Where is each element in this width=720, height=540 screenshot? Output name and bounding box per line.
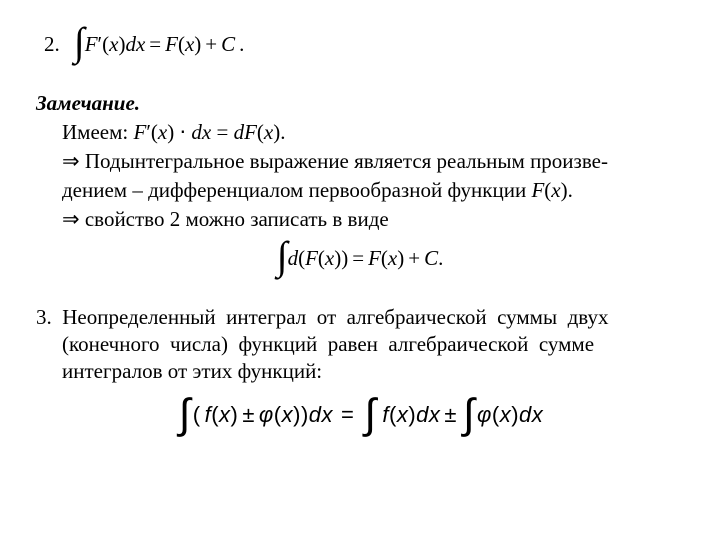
ec-open2: ( [318, 245, 325, 272]
integral-sign-3b: ∫ [364, 399, 376, 428]
remark-line-3: дением – дифференциалом первообразной фу… [36, 177, 684, 204]
eq2-C: C [221, 31, 235, 58]
e3-ox2: ( [274, 401, 282, 429]
e3-phi2: φ [477, 401, 492, 429]
remark-l1-open2: ( [257, 120, 264, 144]
eq2-rF: F [165, 31, 178, 58]
remark-line-4: ⇒ свойство 2 можно записать в виде [36, 206, 684, 233]
ec-x2: x [388, 245, 397, 272]
e3-pm2: ± [444, 401, 457, 429]
integral-sign-3a: ∫ [179, 399, 191, 428]
eq2-dx: dx [125, 31, 145, 58]
e3-eq: = [341, 401, 354, 429]
remark-l1-dx: dx [191, 120, 211, 144]
equation-2-body: ∫ F ′ ( x ) dx = F ( x ) + C . [74, 28, 245, 60]
remark-l3-F: F [531, 178, 544, 202]
item-number-2: 2. [44, 31, 60, 58]
ec-F1: F [305, 245, 318, 272]
remark-title: Замечание. [36, 90, 684, 117]
e3-cx1: ) [231, 401, 239, 429]
remark-l1-prefix: Имеем: [62, 120, 133, 144]
remark-l1-F: F [133, 120, 146, 144]
e3-f: f [205, 401, 212, 429]
remark-l1-x: x [158, 120, 167, 144]
e3-x1: x [219, 401, 231, 429]
e3-cx4: ) [511, 401, 519, 429]
remark-l1-dot: ⋅ [174, 120, 191, 144]
eq2-close: ) [118, 31, 125, 58]
e3-ox4: ( [492, 401, 500, 429]
e3-cx3: ) [408, 401, 416, 429]
eq2-eq: = [149, 31, 161, 58]
equation-3: ∫ ( f ( x ) ± φ ( x ) ) dx = ∫ f ( x ) d… [36, 401, 684, 437]
e3-close: ) [301, 401, 309, 429]
item3-line3: интегралов от этих функций: [36, 358, 684, 385]
remark-l1-x2: x [264, 120, 273, 144]
e3-ox3: ( [389, 401, 397, 429]
remark-l3-prefix: дением – дифференциалом первообразной фу… [62, 178, 531, 202]
eq2-plus: + [205, 31, 217, 58]
e3-x2: x [282, 401, 294, 429]
item3-line1: 3. Неопределенный интеграл от алгебраиче… [36, 304, 684, 331]
integral-sign: ∫ [74, 26, 85, 58]
integral-sign-3c: ∫ [463, 399, 475, 428]
ec-d: d [288, 245, 299, 272]
remark-l1-dF: dF [234, 120, 257, 144]
equation-center-body: ∫ d ( F ( x ) ) = F ( x ) + C . [277, 242, 444, 274]
remark-l1-open: ( [151, 120, 158, 144]
page-root: 2. ∫ F ′ ( x ) dx = F ( x ) + C . Замеча… [0, 0, 720, 437]
ec-F2: F [368, 245, 381, 272]
e3-dx1: dx [309, 401, 333, 429]
ec-plus: + [408, 245, 420, 272]
e3-phi: φ [259, 401, 274, 429]
ec-close3: ) [397, 245, 404, 272]
equation-3-body: ∫ ( f ( x ) ± φ ( x ) ) dx = ∫ f ( x ) d… [177, 401, 544, 430]
item3-line2: (конечного числа) функций равен алгебраи… [36, 331, 684, 358]
remark-line-2: ⇒ Подынтегральное выражение является реа… [36, 148, 684, 175]
ec-x1: x [325, 245, 334, 272]
remark-l1-close2: ). [273, 120, 285, 144]
remark-l1-eq: = [211, 120, 233, 144]
remark-l3-close: ). [561, 178, 573, 202]
e3-dx3: dx [519, 401, 543, 429]
integral-sign-2: ∫ [277, 240, 288, 272]
equation-center: ∫ d ( F ( x ) ) = F ( x ) + C . [36, 242, 684, 278]
e3-f2: f [382, 401, 389, 429]
eq2-rclose: ) [194, 31, 201, 58]
e3-x4: x [500, 401, 512, 429]
e3-open: ( [193, 401, 201, 429]
ec-close1: ) [341, 245, 348, 272]
e3-cx2: ) [293, 401, 301, 429]
ec-open3: ( [381, 245, 388, 272]
e3-ox1: ( [211, 401, 219, 429]
eq2-rx: x [185, 31, 194, 58]
e3-dx2: dx [416, 401, 440, 429]
eq2-dot: . [239, 31, 244, 58]
eq2-ropen: ( [178, 31, 185, 58]
remark-l3-x: x [551, 178, 560, 202]
ec-dot: . [438, 245, 443, 272]
eq2-x: x [109, 31, 118, 58]
remark-line-1: Имеем: F′(x) ⋅ dx = dF(x). [36, 119, 684, 146]
eq2-F: F [85, 31, 98, 58]
e3-pm1: ± [242, 401, 255, 429]
equation-2: 2. ∫ F ′ ( x ) dx = F ( x ) + C . [36, 28, 684, 60]
e3-x3: x [397, 401, 409, 429]
ec-close2: ) [334, 245, 341, 272]
item-3-text: 3. Неопределенный интеграл от алгебраиче… [36, 304, 684, 385]
ec-C: C [424, 245, 438, 272]
ec-eq: = [352, 245, 364, 272]
